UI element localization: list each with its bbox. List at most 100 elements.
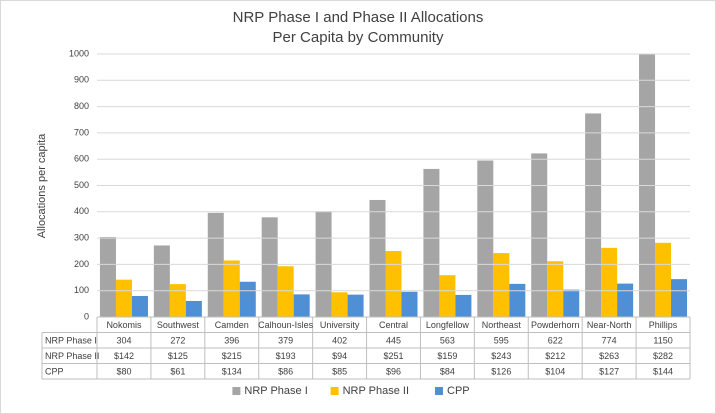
table-cell: 396: [224, 336, 239, 346]
table-cell: $96: [386, 367, 401, 377]
y-tick-label: 300: [74, 232, 89, 242]
bar: [423, 168, 440, 317]
y-tick-label: 1000: [69, 48, 89, 58]
legend-swatch: [435, 387, 443, 395]
x-tick-label: Phillips: [649, 320, 678, 330]
chart-subtitle: Per Capita by Community: [273, 29, 444, 46]
table-cell: $61: [170, 367, 185, 377]
table-cell: $104: [545, 367, 565, 377]
bar: [477, 160, 494, 317]
bar: [99, 237, 116, 317]
y-tick-label: 600: [74, 154, 89, 164]
y-tick-label: 400: [74, 206, 89, 216]
y-tick-label: 200: [74, 259, 89, 269]
x-tick-label: Southwest: [157, 320, 200, 330]
table-cell: 304: [116, 336, 131, 346]
y-tick-label: 500: [74, 180, 89, 190]
table-cell: $251: [383, 351, 403, 361]
bar: [493, 253, 510, 317]
table-cell: $243: [491, 351, 511, 361]
bar: [131, 295, 148, 317]
table-cell: $80: [116, 367, 131, 377]
x-tick-label: Camden: [215, 320, 249, 330]
table-cell: 563: [440, 336, 455, 346]
bar: [207, 212, 224, 317]
x-tick-label: Powderhorn: [531, 320, 580, 330]
table-cell: 445: [386, 336, 401, 346]
table-cell: $159: [437, 351, 457, 361]
legend-swatch: [232, 387, 241, 395]
bar: [655, 242, 672, 317]
bar: [563, 289, 580, 317]
bar: [261, 217, 278, 317]
x-tick-label: University: [320, 320, 360, 330]
table-cell: $126: [491, 367, 511, 377]
x-tick-label: Nokomis: [106, 320, 142, 330]
y-tick-label: 900: [74, 75, 89, 85]
x-tick-label: Northeast: [482, 320, 522, 330]
table-cell: $86: [278, 367, 293, 377]
legend-swatch: [330, 387, 339, 395]
bar: [439, 275, 456, 317]
table-cell: $282: [653, 351, 673, 361]
legend-label: CPP: [447, 385, 470, 397]
x-tick-label: Near-North: [587, 320, 632, 330]
bar: [385, 250, 402, 317]
bar: [115, 279, 132, 317]
bar: [369, 199, 386, 317]
bar: [671, 279, 688, 317]
bar: [293, 294, 310, 317]
bar: [401, 291, 418, 317]
bar: [153, 245, 170, 317]
bar: [547, 261, 564, 317]
table-cell: 1150: [653, 336, 672, 346]
table-cell: $84: [440, 367, 455, 377]
bar: [601, 247, 618, 317]
table-cell: $127: [599, 367, 619, 377]
y-tick-label: 800: [74, 101, 89, 111]
bar: [347, 294, 364, 317]
table-cell: 622: [548, 336, 563, 346]
bar: [331, 292, 348, 317]
table-cell: 272: [170, 336, 185, 346]
bar: [169, 284, 186, 317]
table-cell: $144: [653, 367, 673, 377]
x-tick-label: Calhoun-Isles: [258, 320, 314, 330]
table-cell: $94: [332, 351, 347, 361]
y-tick-label: 100: [74, 285, 89, 295]
bar: [531, 153, 548, 317]
table-cell: $125: [168, 351, 188, 361]
table-cell: $212: [545, 351, 565, 361]
bar: [455, 294, 472, 317]
table-cell: $142: [114, 351, 134, 361]
table-cell: 774: [602, 336, 617, 346]
table-cell: $215: [222, 351, 242, 361]
table-cell: $85: [332, 367, 347, 377]
y-axis-label: Allocations per capita: [36, 133, 48, 238]
table-cell: 402: [332, 336, 347, 346]
bar: [277, 266, 294, 317]
y-tick-label: 700: [74, 127, 89, 137]
table-row-label: NRP Phase II: [45, 351, 99, 361]
legend-label: NRP Phase I: [244, 385, 307, 397]
y-tick-label: 0: [84, 311, 89, 321]
table-cell: $263: [599, 351, 619, 361]
bar: [639, 54, 656, 318]
table-cell: $193: [276, 351, 296, 361]
bar: [185, 300, 202, 317]
bar: [509, 283, 526, 317]
table-row-label: CPP: [45, 367, 64, 377]
bar: [223, 260, 240, 317]
x-tick-label: Longfellow: [426, 320, 470, 330]
chart-title: NRP Phase I and Phase II Allocations: [233, 9, 484, 26]
table-cell: $134: [222, 367, 242, 377]
legend-label: NRP Phase II: [343, 385, 409, 397]
x-tick-label: Central: [379, 320, 408, 330]
bar: [617, 283, 634, 317]
table-row-label: NRP Phase I: [45, 336, 97, 346]
bar: [585, 113, 602, 317]
bar: [239, 281, 256, 317]
table-cell: 595: [494, 336, 509, 346]
table-cell: 379: [278, 336, 293, 346]
